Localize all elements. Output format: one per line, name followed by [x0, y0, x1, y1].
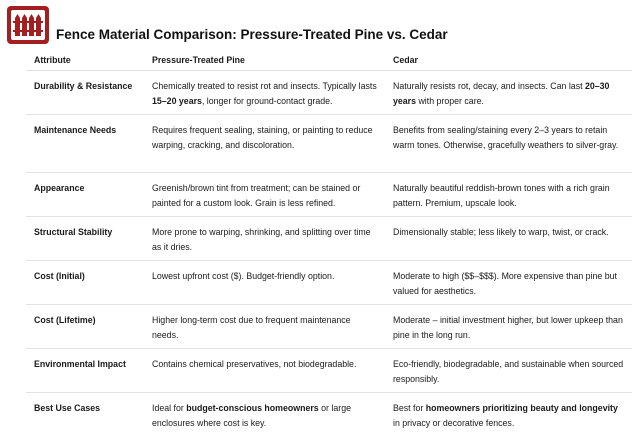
cell-text: in privacy or decorative fences. [393, 418, 515, 428]
cell-text: Durability & Resistance [34, 81, 133, 91]
table-row: Maintenance Needs Requires frequent seali… [26, 114, 632, 173]
comparison-table: Attribute Pressure-Treated Pine Cedar Dura… [26, 49, 632, 443]
table-row: Cost (Initial) Lowest upfront cost ($). B… [26, 260, 632, 305]
cell-text: More prone to warping, shrinking, and sp… [152, 227, 371, 252]
column-header: Attribute [34, 54, 71, 65]
table-row: Environmental Impact Contains chemical pr… [26, 348, 632, 393]
cell-text: Eco-friendly, biodegradable, and sustain… [393, 359, 624, 384]
value-cell: Contains chemical preservatives, not bio… [144, 348, 385, 393]
value-cell: Higher long-term cost due to frequent ma… [144, 304, 385, 349]
column-header: Pressure-Treated Pine [152, 54, 245, 65]
title: Fence Material Comparison: Pressure-Trea… [56, 27, 448, 42]
cell-text: Best for [393, 403, 426, 413]
cell-text: Cost (Initial) [34, 271, 85, 281]
cell-text: Appearance [34, 183, 85, 193]
cell-text: 15–20 years [152, 96, 202, 106]
cell-text: with proper care. [416, 96, 484, 106]
value-cell: Ideal for budget-conscious homeowners or… [144, 392, 385, 443]
table-row: Cost (Lifetime) Higher long-term cost due… [26, 304, 632, 349]
cell-text: Higher long-term cost due to frequent ma… [152, 315, 351, 340]
attribute-cell: Durability & Resistance [26, 70, 144, 115]
attribute-cell: Cost (Lifetime) [26, 304, 144, 349]
table-row: Best Use Cases Ideal for budget-conscious… [26, 392, 632, 443]
fence-icon [7, 6, 49, 44]
cell-text: Cost (Lifetime) [34, 315, 96, 325]
value-cell: More prone to warping, shrinking, and sp… [144, 216, 385, 261]
cell-text: homeowners prioritizing beauty and longe… [425, 403, 618, 413]
attribute-cell: Environmental Impact [26, 348, 144, 393]
value-cell: Naturally beautiful reddish-brown tones … [385, 172, 632, 217]
cell-text: Ideal for [152, 403, 187, 413]
value-cell: Dimensionally stable; less likely to war… [385, 216, 632, 261]
cell-text: Dimensionally stable; less likely to war… [393, 227, 609, 237]
cell-text: Greenish/brown tint from treatment; can … [152, 183, 361, 208]
cell-text: Structural Stability [34, 227, 113, 237]
cell-text: Requires frequent sealing, staining, or … [152, 125, 373, 150]
cell-text: Chemically treated to resist rot and ins… [152, 81, 377, 91]
cell-text: 20–30 years [393, 81, 610, 106]
value-cell: Benefits from sealing/staining every 2–3… [385, 114, 632, 173]
cell-text: Benefits from sealing/staining every 2–3… [393, 125, 619, 150]
cell-text: Moderate – initial investment higher, bu… [393, 315, 623, 340]
value-cell: Chemically treated to resist rot and ins… [144, 70, 385, 115]
cell-text: Environmental Impact [34, 359, 126, 369]
cell-text: Best Use Cases [34, 403, 101, 413]
value-cell: Lowest upfront cost ($). Budget-friendly… [144, 260, 385, 305]
cell-text: Naturally beautiful reddish-brown tones … [393, 183, 610, 208]
attribute-cell: Maintenance Needs [26, 114, 144, 173]
column-header: Cedar [393, 54, 418, 65]
attribute-cell: Appearance [26, 172, 144, 217]
attribute-cell: Structural Stability [26, 216, 144, 261]
cell-text: Moderate to high ($$–$$$). More expensiv… [393, 271, 617, 296]
table-row: Durability & Resistance Chemically treate… [26, 70, 632, 115]
header-row: Attribute Pressure-Treated Pine Cedar [26, 49, 632, 71]
cell-text: or large enclosures where cost is key. [152, 403, 351, 428]
table-row: Appearance Greenish/brown tint from treat… [26, 172, 632, 217]
value-cell: Moderate to high ($$–$$$). More expensiv… [385, 260, 632, 305]
value-cell: Greenish/brown tint from treatment; can … [144, 172, 385, 217]
value-cell: Eco-friendly, biodegradable, and sustain… [385, 348, 632, 393]
value-cell: Best for homeowners prioritizing beauty … [385, 392, 632, 443]
cell-text: Contains chemical preservatives, not bio… [152, 359, 357, 369]
attribute-cell: Best Use Cases [26, 392, 144, 443]
value-cell: Moderate – initial investment higher, bu… [385, 304, 632, 349]
value-cell: Naturally resists rot, decay, and insect… [385, 70, 632, 115]
cell-text: budget-conscious homeowners [186, 403, 319, 413]
cell-text: Naturally resists rot, decay, and insect… [393, 81, 585, 91]
value-cell: Requires frequent sealing, staining, or … [144, 114, 385, 173]
cell-text: Maintenance Needs [34, 125, 117, 135]
table-row: Structural Stability More prone to warpin… [26, 216, 632, 261]
cell-text: Lowest upfront cost ($). Budget-friendly… [152, 271, 335, 281]
cell-text: , longer for ground-contact grade. [201, 96, 333, 106]
attribute-cell: Cost (Initial) [26, 260, 144, 305]
